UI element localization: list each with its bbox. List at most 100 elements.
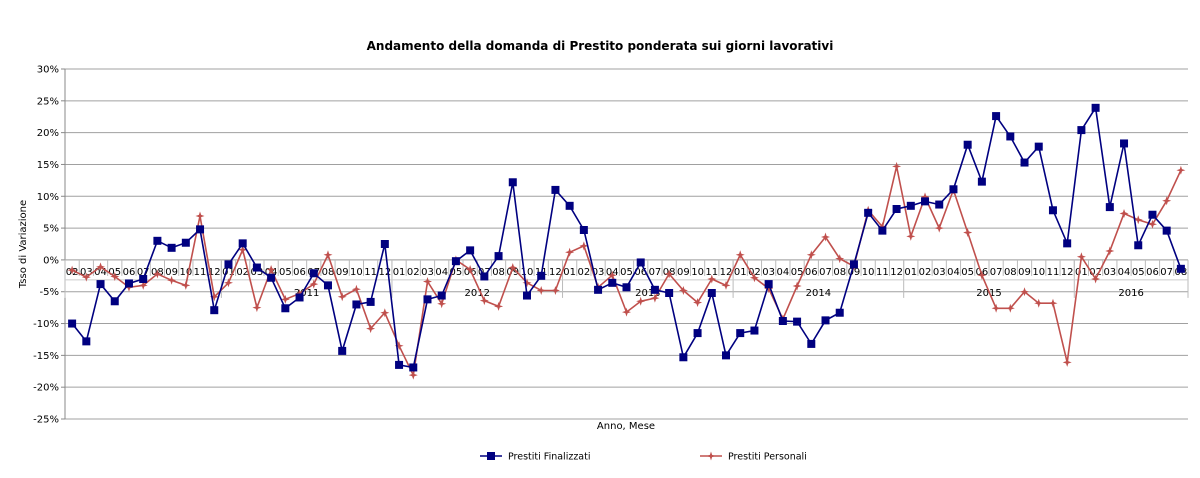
category-label: 04	[435, 267, 448, 278]
data-point	[622, 283, 631, 292]
category-label: 10	[862, 267, 875, 278]
data-point	[110, 272, 120, 281]
y-tick-label: 5%	[43, 224, 59, 235]
data-point	[81, 272, 91, 282]
y-tick-label: 10%	[37, 192, 59, 203]
data-point	[693, 298, 703, 307]
data-point	[337, 292, 347, 302]
category-label: 09	[336, 267, 349, 278]
category-label: 12	[378, 267, 391, 278]
category-label: 03	[80, 267, 93, 278]
category-label: 02	[748, 267, 761, 278]
category-label: 03	[421, 267, 434, 278]
data-point	[793, 317, 802, 326]
data-point	[209, 292, 219, 302]
data-point	[537, 271, 546, 280]
category-label: 04	[776, 267, 789, 278]
data-point	[466, 246, 475, 255]
data-point	[679, 353, 688, 362]
data-point	[1062, 357, 1072, 367]
data-point	[579, 226, 588, 234]
data-point	[750, 326, 759, 335]
data-point	[807, 339, 816, 348]
data-point	[480, 272, 489, 281]
data-point	[1148, 210, 1157, 219]
category-label: 06	[634, 267, 647, 278]
data-point	[992, 112, 1001, 121]
year-label: 2014	[806, 288, 831, 299]
data-point	[864, 208, 873, 217]
data-point	[210, 306, 219, 315]
y-tick-label: -5%	[40, 287, 59, 298]
data-point	[736, 329, 745, 338]
category-label: 12	[1061, 267, 1074, 278]
data-point	[522, 291, 531, 300]
data-point	[1105, 203, 1114, 212]
data-point	[351, 284, 361, 294]
data-point	[252, 303, 262, 313]
data-point	[1076, 252, 1086, 262]
data-point	[281, 304, 290, 313]
data-point	[977, 270, 987, 280]
legend: Prestiti Finalizzati Prestiti Personali	[480, 451, 807, 463]
data-point	[565, 247, 575, 257]
category-label: 01	[222, 267, 235, 278]
data-point	[707, 274, 717, 284]
data-point	[935, 200, 944, 209]
data-point	[1034, 142, 1043, 151]
category-label: 08	[833, 267, 846, 278]
data-point	[1077, 126, 1086, 135]
data-point	[82, 337, 91, 346]
data-point	[706, 451, 716, 461]
data-point	[678, 286, 688, 295]
data-point	[380, 308, 390, 318]
data-point	[1020, 158, 1029, 167]
category-label: 01	[734, 267, 747, 278]
data-point	[821, 232, 830, 242]
data-point	[252, 263, 261, 272]
series-prestiti-finalizzati	[68, 103, 1185, 372]
category-label: 11	[364, 267, 377, 278]
data-point	[821, 316, 830, 325]
category-label: 12	[549, 267, 562, 278]
data-point	[394, 341, 404, 351]
data-point	[607, 270, 617, 280]
data-point	[1105, 246, 1115, 256]
data-point	[508, 263, 518, 272]
data-point	[835, 254, 845, 264]
data-point	[280, 294, 290, 304]
data-point	[167, 275, 177, 285]
y-tick-label: 15%	[37, 160, 59, 171]
data-point	[764, 284, 774, 293]
y-tick-label: 30%	[37, 65, 59, 76]
category-label: 01	[563, 267, 576, 278]
data-point	[224, 278, 233, 288]
legend-label: Prestiti Personali	[728, 452, 807, 463]
category-label: 07	[990, 267, 1003, 278]
data-point	[991, 303, 1001, 313]
data-point	[338, 346, 347, 355]
data-point	[977, 177, 986, 186]
data-point	[1091, 274, 1101, 284]
category-label: 07	[478, 267, 491, 278]
data-point	[934, 223, 944, 233]
data-point	[238, 245, 248, 255]
data-point	[195, 211, 205, 221]
data-point	[309, 269, 318, 278]
data-point	[906, 201, 915, 210]
category-label: 06	[293, 267, 306, 278]
data-point	[67, 265, 77, 275]
y-tick-label: -25%	[33, 415, 59, 426]
x-axis-label: Anno, Mese	[597, 421, 655, 432]
data-point	[878, 226, 887, 235]
data-point	[96, 280, 105, 289]
data-point	[110, 297, 119, 306]
data-point	[437, 299, 447, 309]
data-point	[465, 265, 475, 274]
category-label: 01	[1075, 267, 1088, 278]
data-point	[579, 241, 589, 251]
data-point	[1048, 298, 1058, 308]
category-label: 03	[1103, 267, 1116, 278]
